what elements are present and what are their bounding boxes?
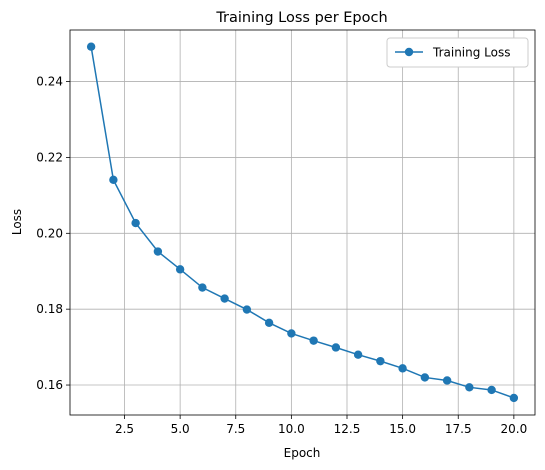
data-point [309,336,318,345]
data-point [109,175,118,185]
data-point [487,385,496,395]
legend: Training Loss [386,37,529,68]
data-point [242,305,252,314]
legend-box [386,37,529,68]
x-tick-label: 20.0 [501,422,528,436]
legend-label: Training Loss [432,46,510,60]
x-tick-label: 17.5 [445,422,472,436]
y-tick-label: 0.22 [36,150,63,164]
y-tick-label: 0.24 [36,75,63,89]
data-point [420,373,430,382]
series-layer [86,42,519,403]
data-point [220,294,229,303]
data-point [465,383,474,392]
x-tick-label: 15.0 [389,422,416,436]
data-point [442,376,452,385]
data-point [86,42,96,51]
y-axis-label: Loss [10,209,24,235]
data-point [131,218,140,228]
y-tick-label: 0.16 [36,378,63,392]
data-point [376,356,385,366]
data-point [331,343,341,352]
chart-title: Training Loss per Epoch [215,10,387,26]
y-tick-label: 0.18 [36,302,63,316]
plot-frame [69,29,536,416]
data-point [175,265,185,274]
x-tick-label: 12.5 [334,422,361,436]
y-tick-label: 0.20 [36,226,63,240]
data-point [353,350,363,359]
grid [70,30,535,415]
x-axis-ticks: 2.5 5.0 7.5 10.0 12.5 15.0 17.5 20.0 [115,415,527,436]
data-point [264,318,274,328]
x-tick-label: 2.5 [115,422,134,436]
data-point [398,364,407,373]
y-axis-ticks: 0.16 0.18 0.20 0.22 0.24 [36,75,70,392]
legend-swatch-marker [404,47,414,57]
data-point [509,393,519,403]
x-tick-label: 5.0 [171,422,190,436]
x-tick-label: 7.5 [226,422,245,436]
x-tick-label: 10.0 [278,422,305,436]
data-point [287,329,296,338]
data-point [198,283,207,292]
data-point [153,247,163,256]
x-axis-label: Epoch [284,446,321,460]
